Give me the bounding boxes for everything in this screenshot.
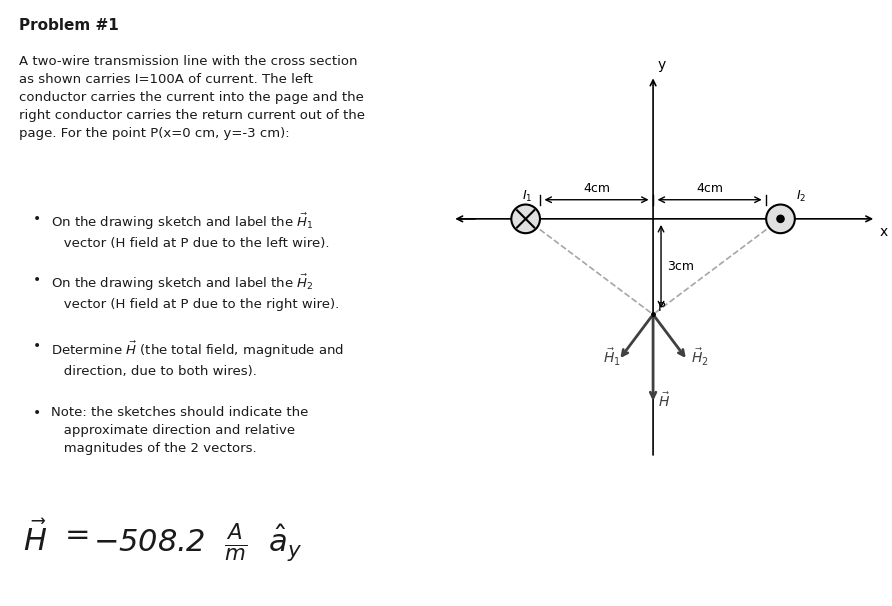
Circle shape xyxy=(766,204,795,233)
Text: •: • xyxy=(32,212,41,226)
Text: 4cm: 4cm xyxy=(583,182,610,195)
Text: Note: the sketches should indicate the
   approximate direction and relative
   : Note: the sketches should indicate the a… xyxy=(51,406,309,455)
Circle shape xyxy=(777,215,784,222)
Text: =: = xyxy=(65,521,90,550)
Text: 4cm: 4cm xyxy=(696,182,723,195)
Text: Problem #1: Problem #1 xyxy=(19,18,119,33)
Text: x: x xyxy=(880,225,888,239)
Circle shape xyxy=(511,204,540,233)
Text: •: • xyxy=(32,406,41,420)
Text: 3cm: 3cm xyxy=(667,260,694,273)
Text: $I_2$: $I_2$ xyxy=(797,188,806,204)
Text: A two-wire transmission line with the cross section
as shown carries I=100A of c: A two-wire transmission line with the cr… xyxy=(19,55,365,139)
Text: $\vec{H}_2$: $\vec{H}_2$ xyxy=(690,347,708,368)
Text: $\vec{H}$: $\vec{H}$ xyxy=(23,521,47,557)
Text: On the drawing sketch and label the $\vec{H}_2$
   vector (H field at P due to t: On the drawing sketch and label the $\ve… xyxy=(51,273,339,311)
Text: y: y xyxy=(658,58,666,72)
Text: •: • xyxy=(32,273,41,287)
Text: $I_1$: $I_1$ xyxy=(523,188,533,204)
Text: Determine $\vec{H}$ (the total field, magnitude and
   direction, due to both wi: Determine $\vec{H}$ (the total field, ma… xyxy=(51,339,344,378)
Text: On the drawing sketch and label the $\vec{H}_1$
   vector (H field at P due to t: On the drawing sketch and label the $\ve… xyxy=(51,212,329,250)
Text: $\vec{H}_1$: $\vec{H}_1$ xyxy=(603,347,621,368)
Text: •: • xyxy=(32,339,41,353)
Text: P: P xyxy=(658,301,665,315)
Text: $-$508.2  $\frac{A}{m}$  $\hat{a}_y$: $-$508.2 $\frac{A}{m}$ $\hat{a}_y$ xyxy=(93,521,302,564)
Text: $\vec{H}$: $\vec{H}$ xyxy=(658,391,670,410)
